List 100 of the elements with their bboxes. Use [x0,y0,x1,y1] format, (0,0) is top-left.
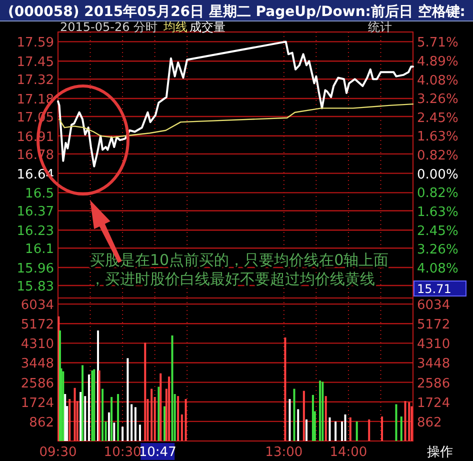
x-tick-label: 10:30 [104,445,142,460]
bar [126,358,129,441]
bar [82,365,84,441]
y2-tick-label: 3.26% [417,92,458,108]
bar [177,396,180,441]
y-tick-label: 4310 [20,337,54,352]
bar [68,399,71,441]
text: 成交量 [190,20,226,34]
y2-tick-label: 1.63% [417,204,458,220]
y2-tick-label: 5172 [417,318,450,333]
y2-tick-label: 5.71% [417,36,458,51]
y-tick-label: 1724 [20,396,54,411]
bar [184,399,187,441]
bar [368,419,370,441]
y2-tick-label: 4.08% [417,73,458,88]
y-tick-label: 16.1 [25,242,54,258]
y2-tick-label: 6034 [417,298,450,314]
bar [328,417,331,441]
bar [288,399,291,441]
x-tick-label: 14:00 [330,445,368,460]
y-tick-label: 17.45 [16,55,54,70]
bar [122,426,124,441]
line-series [57,40,414,168]
bar [293,388,296,441]
y2-tick-label: 3.26% [417,242,458,258]
bar [144,342,146,441]
bar [319,380,322,441]
chart-subtitle: 2015-05-26 分时 [60,20,158,34]
bar [404,401,406,441]
y2-tick-label: 2.45% [417,110,458,126]
bar [134,407,136,441]
bar [110,396,113,441]
bar [102,388,104,441]
y2-tick-label: 3448 [417,356,450,372]
annotation: 统计 [368,20,392,34]
bar [334,421,337,441]
y-tick-label: 2586 [20,376,54,392]
bar [312,394,314,441]
line-series [58,103,414,138]
bar [356,421,358,441]
y-tick-label: 862 [29,415,54,430]
chart-title: (000058) 2015年05月26日 星期二 PageUp/Down:前后日 空格键: [8,3,466,20]
y-tick-label: 16.5 [25,186,54,202]
bar [117,394,120,441]
y-tick-label: 5172 [20,318,54,333]
y2-tick-label: 1.63% [417,130,458,145]
y2-tick-label: 4.89% [417,54,458,70]
bar [74,388,76,441]
x-tick-label: 13:00 [265,445,303,460]
bar [381,416,384,441]
bar [84,396,86,441]
bar [180,414,183,441]
bar [98,370,100,441]
bar [395,404,398,441]
bar [322,382,324,441]
bar [168,376,170,441]
bar [62,371,64,441]
y2-tick-label: 1724 [417,396,450,411]
bar [93,369,96,441]
y-tick-label: 3448 [20,356,54,372]
bar [130,404,133,441]
y2-tick-label: 2.45% [417,224,458,239]
bar [138,424,141,441]
bar [158,386,160,441]
bar [408,402,410,441]
y2-tick-label: 4.08% [417,261,458,276]
bar [324,396,327,441]
bar [91,370,94,441]
bar [164,406,166,441]
text: 操作 [427,445,453,460]
y2-tick-label: 862 [417,415,442,430]
bar [284,338,286,441]
bar [64,394,66,441]
y2-tick-label: 0.00% [417,167,458,182]
bar [171,335,174,441]
y-tick-label: 16.37 [16,204,54,220]
bar [150,388,153,441]
text: 均线 [162,20,188,34]
bar [344,414,346,441]
y-tick-label: 17.32 [16,73,54,88]
y2-tick-label: 0.82% [417,148,458,164]
y-tick-label: 17.59 [16,36,54,51]
bar [349,417,352,441]
x-tick-label: 09:30 [39,445,77,460]
y2-tick-label: 4310 [417,337,450,352]
bar [160,373,162,441]
bar [297,409,300,441]
bar [80,392,82,441]
bar [88,374,90,441]
y-tick-label: 6034 [20,298,54,314]
bar [108,412,110,441]
y-tick-label: 16.23 [16,224,54,240]
y2-tick-label: 0.82% [417,186,458,202]
bar [400,416,402,441]
y2-tick-label: 2586 [417,376,450,392]
y-tick-label: 15.83 [16,280,54,295]
bar [410,406,413,441]
bar [306,419,308,441]
bar [113,422,116,441]
text: 15.71 [417,282,452,296]
